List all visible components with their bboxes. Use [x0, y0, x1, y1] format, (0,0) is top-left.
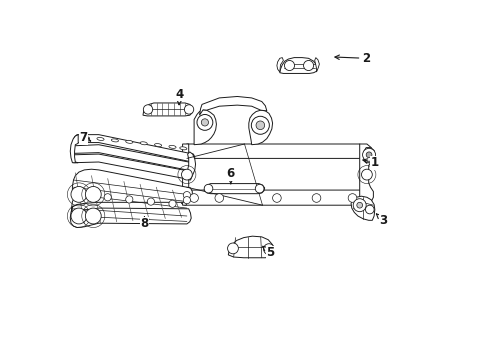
Circle shape: [189, 194, 198, 202]
Circle shape: [183, 197, 190, 204]
Ellipse shape: [180, 147, 186, 150]
Circle shape: [71, 186, 87, 202]
Polygon shape: [228, 236, 273, 258]
Polygon shape: [359, 144, 373, 205]
Circle shape: [356, 202, 362, 208]
Circle shape: [347, 194, 356, 202]
Circle shape: [181, 169, 192, 180]
Circle shape: [168, 200, 176, 207]
Polygon shape: [73, 135, 194, 162]
Polygon shape: [276, 58, 283, 72]
Circle shape: [251, 116, 269, 134]
Circle shape: [303, 60, 313, 71]
Polygon shape: [182, 144, 188, 205]
Text: 3: 3: [376, 214, 386, 227]
Text: 2: 2: [334, 52, 369, 65]
Polygon shape: [204, 184, 264, 194]
Polygon shape: [142, 103, 192, 116]
Circle shape: [255, 184, 264, 193]
Circle shape: [125, 196, 133, 203]
Polygon shape: [314, 58, 319, 72]
Circle shape: [201, 119, 208, 126]
Circle shape: [311, 194, 320, 202]
Polygon shape: [350, 196, 374, 220]
Text: 1: 1: [362, 156, 378, 169]
Circle shape: [361, 169, 371, 180]
Polygon shape: [70, 169, 192, 228]
Circle shape: [71, 208, 87, 224]
Circle shape: [183, 192, 190, 199]
Ellipse shape: [154, 144, 162, 147]
Ellipse shape: [140, 142, 147, 145]
Ellipse shape: [168, 145, 176, 148]
Polygon shape: [73, 145, 193, 171]
Polygon shape: [70, 135, 78, 163]
Circle shape: [85, 186, 101, 202]
Circle shape: [365, 205, 373, 214]
Text: 4: 4: [175, 88, 183, 105]
Circle shape: [215, 194, 223, 202]
Circle shape: [197, 114, 212, 130]
Circle shape: [143, 105, 152, 114]
Circle shape: [227, 243, 238, 254]
Circle shape: [256, 121, 264, 130]
Circle shape: [184, 105, 193, 114]
Ellipse shape: [111, 139, 118, 142]
Polygon shape: [248, 110, 272, 145]
Polygon shape: [363, 148, 374, 163]
Text: 5: 5: [262, 246, 274, 259]
Ellipse shape: [97, 138, 104, 140]
Circle shape: [204, 184, 212, 193]
Polygon shape: [199, 96, 266, 115]
Polygon shape: [279, 58, 317, 73]
Text: 8: 8: [140, 217, 148, 230]
Circle shape: [104, 194, 111, 201]
Circle shape: [147, 198, 154, 205]
Ellipse shape: [125, 140, 133, 143]
Circle shape: [272, 194, 281, 202]
Circle shape: [352, 199, 366, 212]
Circle shape: [284, 60, 294, 71]
Circle shape: [263, 244, 274, 255]
Polygon shape: [194, 110, 216, 145]
Circle shape: [366, 152, 371, 158]
Polygon shape: [73, 154, 191, 179]
Text: 6: 6: [226, 167, 234, 184]
Text: 7: 7: [79, 131, 90, 144]
Circle shape: [85, 208, 101, 224]
Polygon shape: [181, 190, 363, 205]
Ellipse shape: [82, 136, 89, 139]
Polygon shape: [183, 144, 363, 158]
Polygon shape: [185, 152, 195, 180]
Circle shape: [362, 148, 375, 161]
